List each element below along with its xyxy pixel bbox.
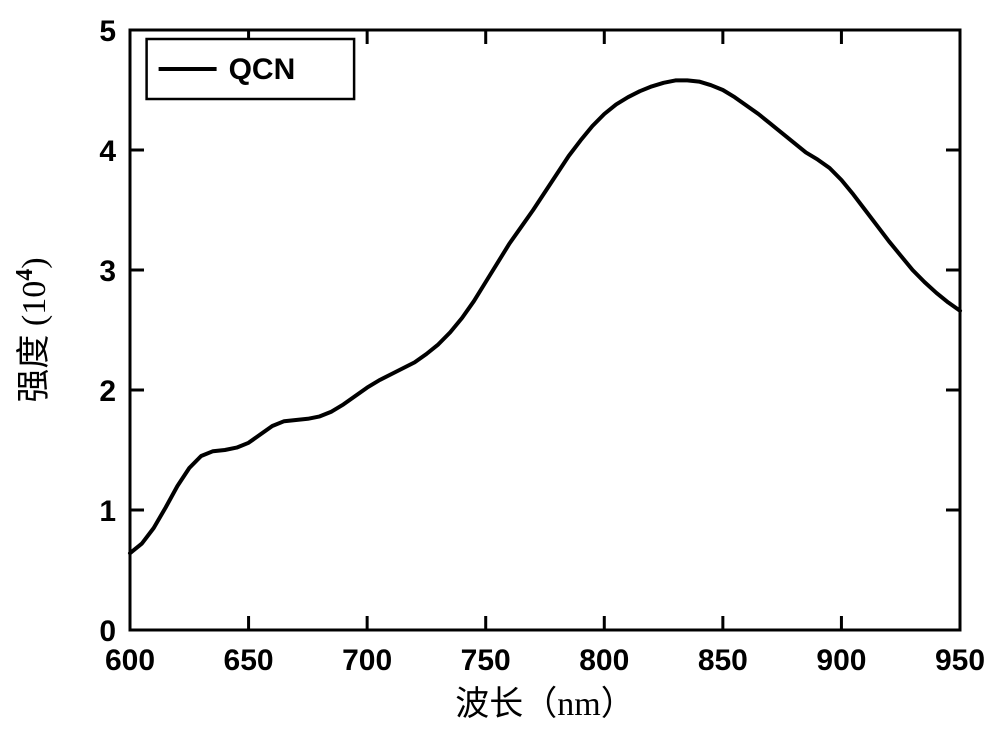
x-tick-label: 950 — [935, 644, 985, 677]
x-tick-label: 800 — [579, 644, 629, 677]
y-tick-label: 3 — [99, 255, 116, 288]
x-axis-title: 波长（nm） — [455, 685, 634, 723]
spectrum-chart: 600650700750800850900950012345波长（nm）强度 (… — [0, 0, 1000, 741]
chart-svg: 600650700750800850900950012345波长（nm）强度 (… — [0, 0, 1000, 741]
legend-label: QCN — [229, 53, 296, 86]
y-tick-label: 0 — [99, 615, 116, 648]
y-tick-label: 4 — [99, 135, 116, 168]
y-tick-label: 2 — [99, 375, 116, 408]
x-tick-label: 650 — [224, 644, 274, 677]
x-tick-label: 850 — [698, 644, 748, 677]
y-tick-label: 5 — [99, 15, 116, 48]
y-tick-label: 1 — [99, 495, 116, 528]
x-tick-label: 750 — [461, 644, 511, 677]
x-tick-label: 600 — [105, 644, 155, 677]
x-tick-label: 700 — [342, 644, 392, 677]
x-tick-label: 900 — [816, 644, 866, 677]
